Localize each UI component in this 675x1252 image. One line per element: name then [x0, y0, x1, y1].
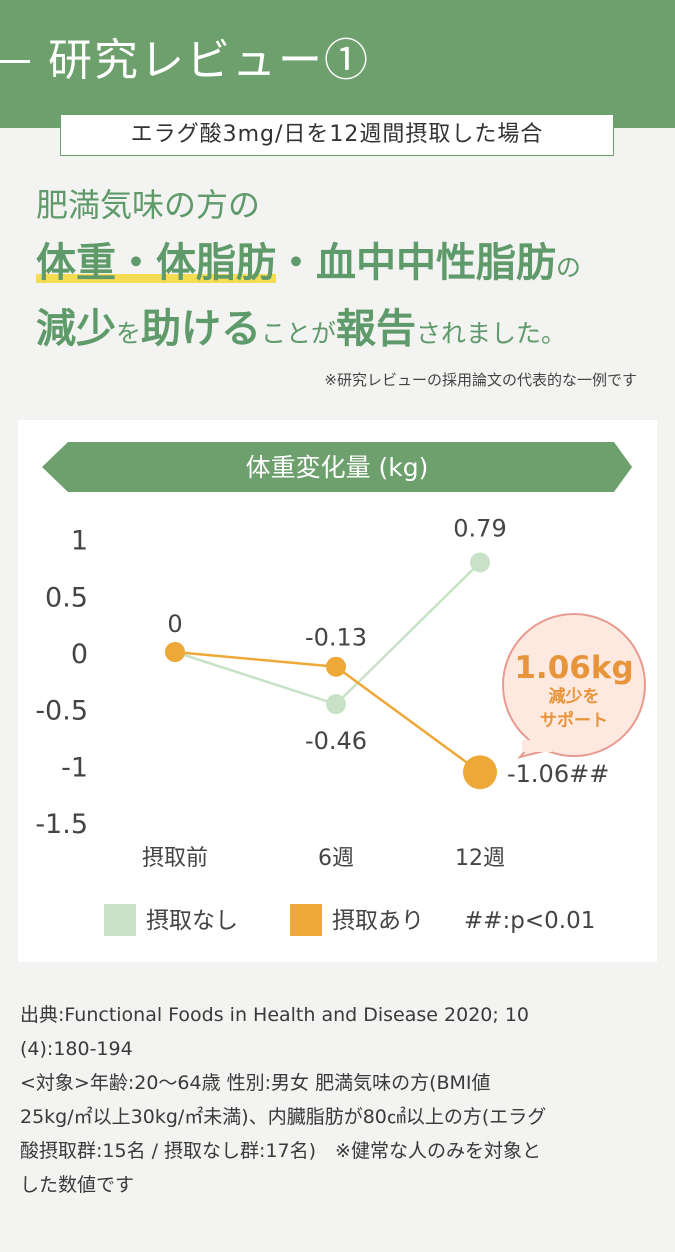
legend-significance-note: ##:p<0.01 [464, 908, 595, 934]
callout-tail-mask [522, 740, 552, 752]
note-text: ※研究レビューの採用論文の代表的な一例です [324, 371, 637, 389]
headline-highlight-weight: 体重・体脂肪 [36, 240, 276, 286]
x-tick-label: 摂取前 [142, 846, 208, 871]
source-line: 酸摂取群:15名 / 摂取なし群:17名) ※健常な人のみを対象と [20, 1140, 541, 1162]
source-line: <対象>年齢:20～64歳 性別:男女 肥満気味の方(BMI値 [20, 1072, 491, 1094]
header-banner: 研究レビュー① [0, 0, 675, 128]
legend-label-none: 摂取なし [146, 908, 238, 934]
headline-kotoga: ことが [261, 319, 337, 348]
headline-ending: されました。 [416, 319, 567, 348]
legend-swatch-none [104, 904, 136, 936]
legend: 摂取なし 摂取あり ##:p<0.01 [104, 904, 595, 936]
chart-card: 体重変化量 (kg) 1 0.5 0 -0.5 -1 -1.5 摂取前 6週 12週 0 -0.… [18, 420, 657, 962]
y-tick-label: 1 [71, 526, 88, 557]
data-point-intake [463, 755, 497, 790]
callout-line2: サポート [540, 710, 608, 731]
callout-bubble: 1.06kg 減少を サポート [502, 613, 646, 759]
headline-help: 助ける [141, 306, 262, 352]
source-line: 25kg/㎡以上30kg/㎡未満)、内臓脂肪が80㎠以上の方(エラグ [20, 1106, 547, 1128]
data-point-intake [165, 642, 185, 662]
y-tick-label: -0.5 [35, 696, 88, 727]
header-title: 研究レビュー① [48, 35, 370, 86]
data-label: -0.46 [305, 727, 367, 755]
headline-report: 報告 [336, 306, 417, 352]
callout-circle [502, 613, 646, 757]
chart-title: 体重変化量 (kg) [246, 453, 429, 482]
data-point-none [470, 552, 490, 573]
subtitle-box: エラグ酸3mg/日を12週間摂取した場合 [60, 114, 614, 156]
data-label: -0.13 [305, 624, 367, 652]
callout-line1: 減少を [549, 686, 600, 707]
data-label: 0.79 [453, 514, 506, 542]
source-line: (4):180-194 [20, 1038, 133, 1060]
x-tick-label: 6週 [318, 846, 354, 871]
headline-line1: 肥満気味の方の [36, 186, 261, 224]
y-tick-label: 0 [71, 639, 88, 670]
data-point-intake [326, 656, 346, 677]
data-label: -1.06## [507, 760, 609, 788]
legend-swatch-intake [290, 904, 322, 936]
weight-change-chart: 体重変化量 (kg) 1 0.5 0 -0.5 -1 -1.5 摂取前 6週 12週 0 -0.… [35, 442, 646, 936]
legend-label-intake: 摂取あり [332, 908, 424, 934]
y-tick-label: -1 [61, 752, 88, 783]
data-point-none [326, 694, 346, 715]
source-citation: 出典:Functional Foods in Health and Diseas… [20, 998, 656, 1202]
data-label: 0 [167, 610, 182, 638]
x-tick-label: 12週 [455, 846, 505, 871]
headline-line3: 減少を助けることが報告されました。 [36, 296, 566, 354]
headline-decrease: 減少 [36, 306, 116, 352]
headline-particle-wo: を [116, 319, 142, 348]
chart-title-banner [42, 442, 632, 492]
headline-particle-no: の [556, 253, 582, 282]
source-line: 出典:Functional Foods in Health and Diseas… [20, 1004, 529, 1026]
headline-line2: 体重・体脂肪・血中中性脂肪の [36, 230, 581, 288]
source-line: した数値です [20, 1174, 135, 1196]
y-tick-label: 0.5 [45, 582, 88, 613]
y-tick-label: -1.5 [35, 809, 88, 840]
header-dash [0, 60, 30, 63]
headline-blood-fat: ・血中中性脂肪 [276, 240, 556, 286]
callout-value: 1.06kg [514, 650, 633, 686]
